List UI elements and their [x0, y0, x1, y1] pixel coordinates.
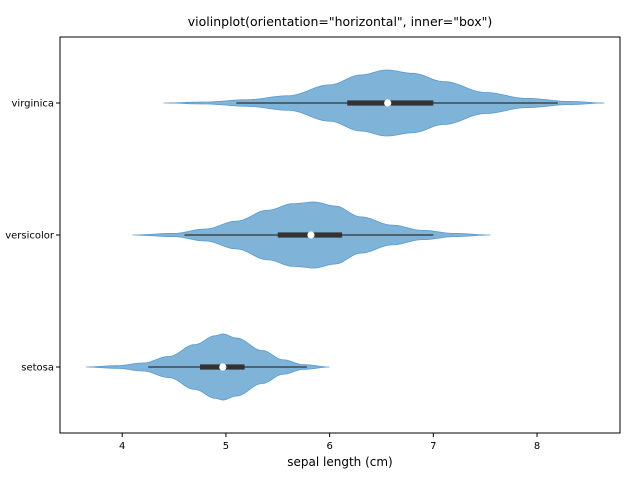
- chart-title: violinplot(orientation="horizontal", inn…: [188, 14, 492, 29]
- violin-setosa: [85, 333, 330, 401]
- x-tick-label: 7: [430, 441, 436, 452]
- x-tick-label: 8: [534, 441, 540, 452]
- violin-versicolor: [132, 201, 491, 269]
- violin-median: [307, 231, 315, 239]
- violins-layer: [85, 69, 605, 401]
- x-tick-label: 4: [119, 441, 125, 452]
- x-tick-label: 6: [326, 441, 332, 452]
- x-axis: 4 5 6 7 8: [119, 433, 540, 452]
- violin-median: [219, 363, 227, 371]
- y-axis: virginica versicolor setosa: [5, 99, 60, 374]
- x-tick-label: 5: [223, 441, 229, 452]
- y-tick-label: versicolor: [5, 231, 55, 242]
- y-tick-label: setosa: [21, 363, 54, 374]
- violin-virginica: [163, 69, 605, 137]
- violin-median: [384, 99, 392, 107]
- y-tick-label: virginica: [12, 99, 55, 110]
- x-axis-label: sepal length (cm): [287, 455, 392, 469]
